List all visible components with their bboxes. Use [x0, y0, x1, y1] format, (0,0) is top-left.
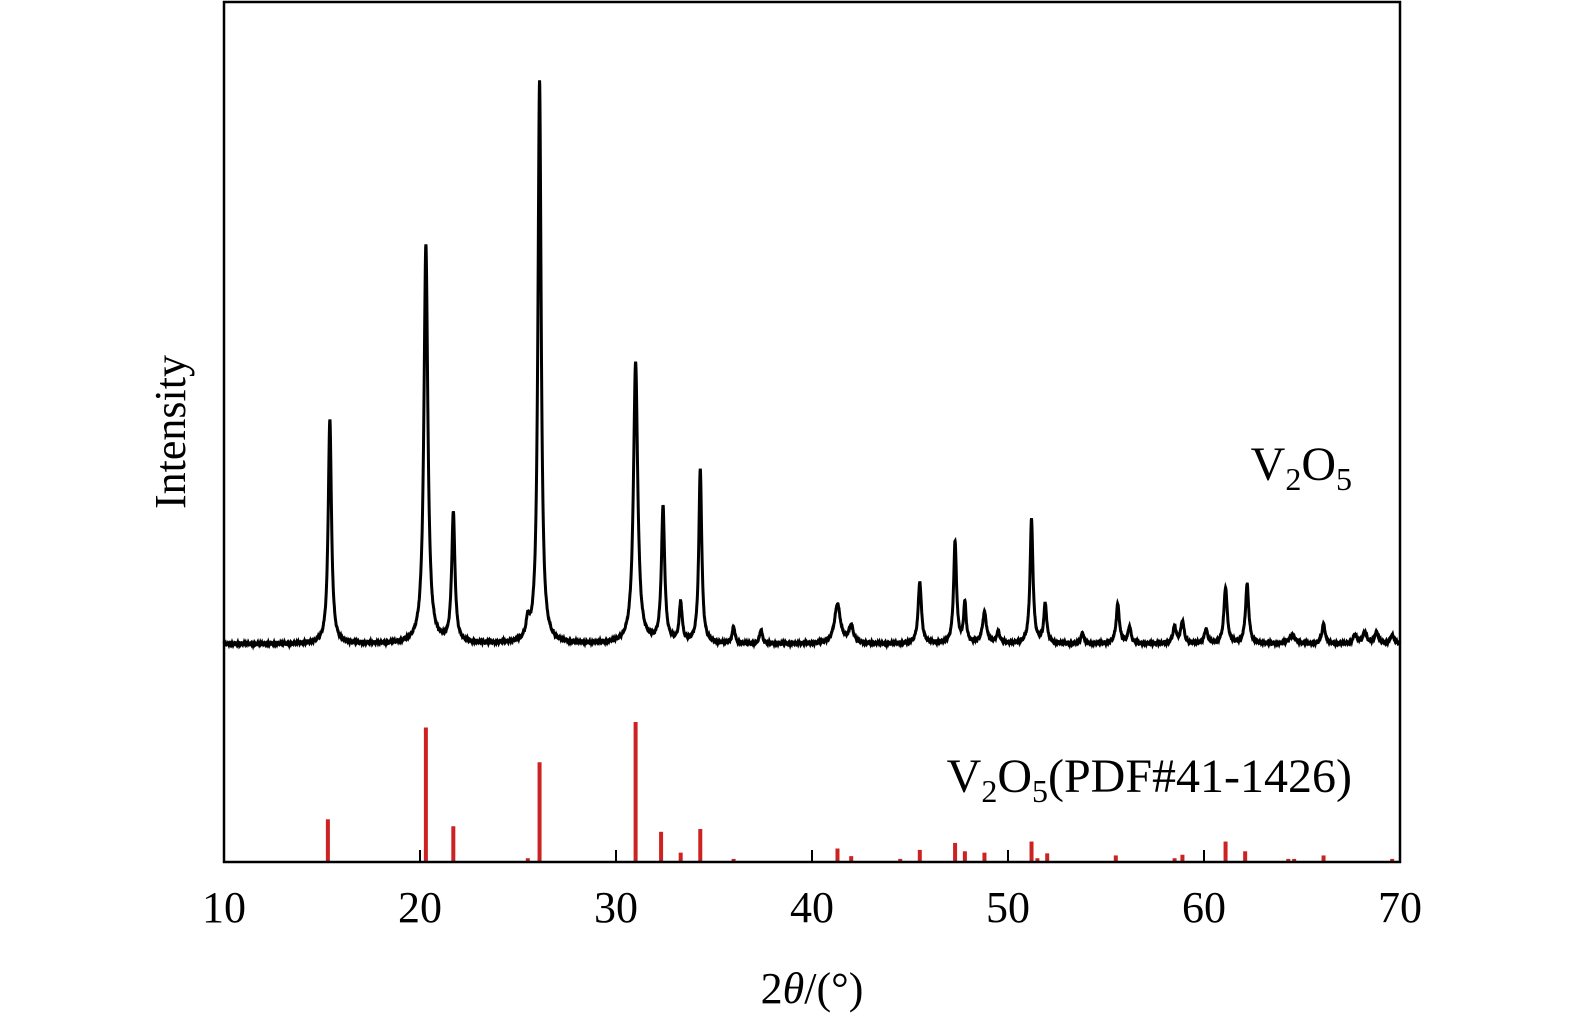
x-tick-label-10: 10 — [202, 883, 246, 932]
series-label-reference: V2O5(PDF#41-1426) — [947, 750, 1352, 809]
x-tick-label-70: 70 — [1378, 883, 1422, 932]
x-tick-label-20: 20 — [398, 883, 442, 932]
reference-sticks-layer — [325, 722, 1395, 861]
measured-pattern-layer — [222, 80, 1402, 651]
y-axis-title: Intensity — [146, 355, 195, 509]
x-ticks: 10 20 30 40 50 60 70 — [202, 850, 1422, 932]
x-tick-label-30: 30 — [594, 883, 638, 932]
plot-frame — [222, 0, 1402, 864]
x-tick-label-60: 60 — [1182, 883, 1226, 932]
x-axis-title: 2θ/(°) — [761, 964, 864, 1013]
measured-pattern-line — [222, 80, 1402, 651]
series-label-measured: V2O5 — [1251, 438, 1352, 497]
x-tick-label-40: 40 — [790, 883, 834, 932]
x-tick-label-50: 50 — [986, 883, 1030, 932]
